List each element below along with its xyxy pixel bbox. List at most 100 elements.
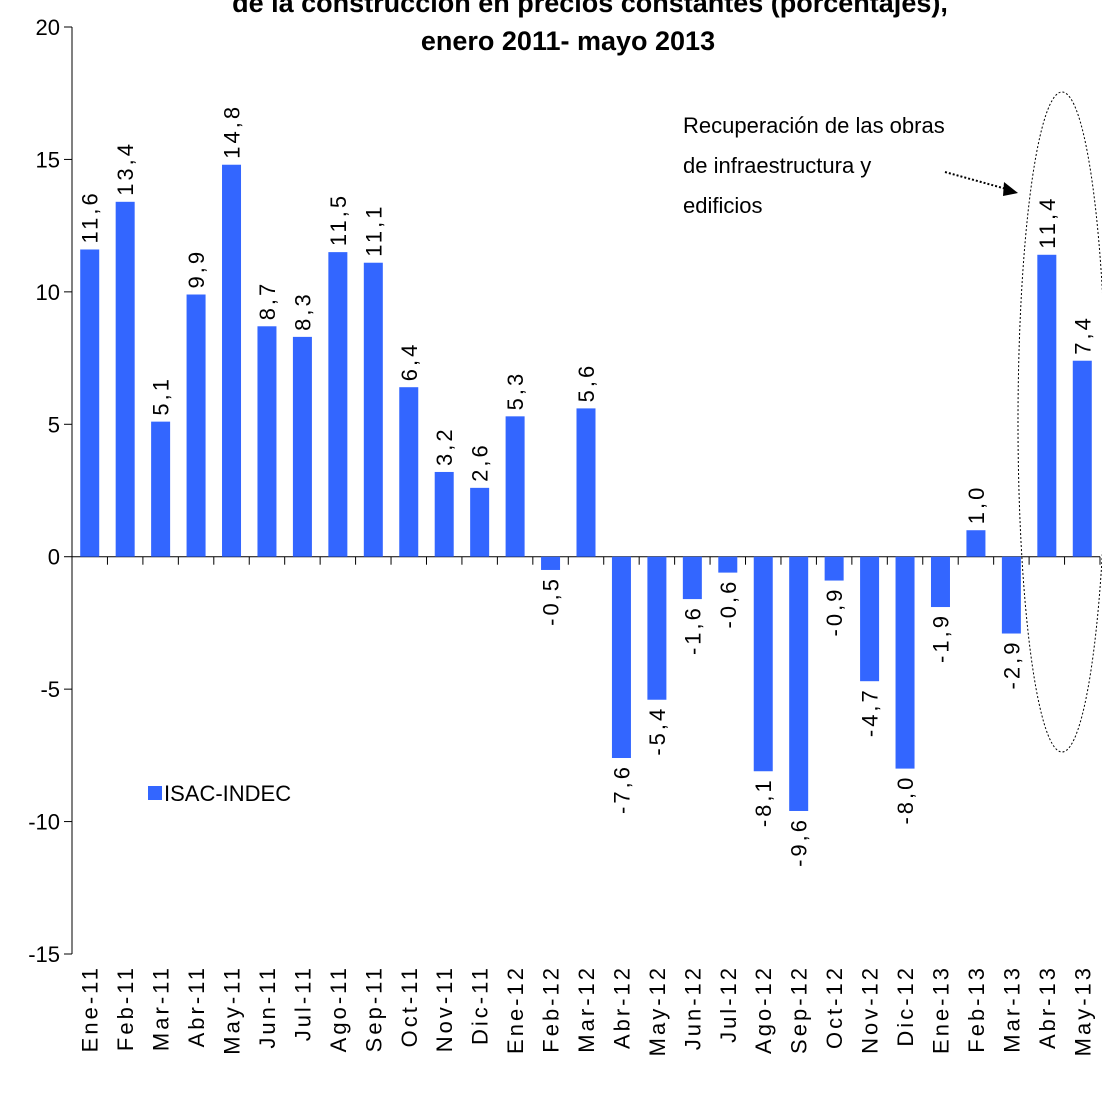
x-tick-label: Jun-11 xyxy=(255,965,280,1049)
value-label: 5,6 xyxy=(574,363,599,403)
value-label: 2,6 xyxy=(468,442,493,482)
y-tick-label: -15 xyxy=(28,942,60,967)
value-label: 11,5 xyxy=(326,193,351,246)
x-tick-label: Ago-11 xyxy=(326,965,351,1052)
x-tick-label: Oct-12 xyxy=(822,965,847,1049)
bar xyxy=(1037,254,1057,557)
y-tick-label: 10 xyxy=(36,280,60,305)
chart-title: enero 2011- mayo 2013 xyxy=(421,26,715,56)
y-tick-label: 0 xyxy=(48,545,60,570)
bar xyxy=(363,262,383,557)
legend-label: ISAC-INDEC xyxy=(164,781,291,806)
value-label: -0,6 xyxy=(716,579,741,629)
x-tick-label: Dic-12 xyxy=(893,965,918,1047)
x-tick-label: May-13 xyxy=(1070,965,1095,1056)
bar xyxy=(399,387,419,557)
y-tick-label: 20 xyxy=(36,15,60,40)
annotation-arrow xyxy=(944,171,1011,191)
value-label: -1,6 xyxy=(680,605,705,655)
bar xyxy=(292,336,312,557)
x-tick-label: Jun-12 xyxy=(680,965,705,1050)
x-tick-label: Abr-11 xyxy=(184,965,209,1047)
bar xyxy=(541,556,561,570)
annotation: Recuperación de las obras xyxy=(683,113,945,138)
value-label: 11,4 xyxy=(1035,196,1060,249)
bar xyxy=(151,421,171,557)
x-tick-label: Ago-12 xyxy=(751,965,776,1054)
y-tick-label: 15 xyxy=(36,147,60,172)
value-label: 8,7 xyxy=(255,281,280,321)
bar xyxy=(576,408,596,557)
x-tick-label: Mar-12 xyxy=(574,965,599,1053)
bar xyxy=(611,556,631,759)
annotation: edificios xyxy=(683,193,762,218)
bar xyxy=(718,556,738,573)
x-tick-label: Ene-13 xyxy=(928,965,953,1054)
bar xyxy=(930,556,950,608)
value-label: 5,1 xyxy=(149,376,174,416)
x-tick-label: Feb-11 xyxy=(113,965,138,1051)
bar xyxy=(505,416,525,557)
bar xyxy=(470,487,490,557)
x-tick-label: Abr-12 xyxy=(609,965,634,1049)
x-tick-label: May-12 xyxy=(645,965,670,1056)
bar xyxy=(80,249,100,557)
bar xyxy=(682,556,702,600)
bar xyxy=(895,556,915,769)
value-label: -1,9 xyxy=(928,613,953,663)
bar xyxy=(789,556,809,811)
y-tick-label: 5 xyxy=(48,412,60,437)
bar xyxy=(753,556,773,772)
x-tick-label: Sep-12 xyxy=(787,965,812,1054)
y-tick-label: -10 xyxy=(28,810,60,835)
y-tick-label: -5 xyxy=(40,677,60,702)
bar xyxy=(222,164,242,557)
value-label: 7,4 xyxy=(1070,315,1095,355)
chart-title: de la construcción en precios constantes… xyxy=(232,0,948,18)
value-label: 8,3 xyxy=(290,291,315,331)
value-label: 1,0 xyxy=(964,485,989,525)
bar xyxy=(1001,556,1021,634)
value-label: -0,5 xyxy=(539,576,564,626)
x-tick-label: Jul-11 xyxy=(290,965,315,1041)
highlight-ellipse xyxy=(1017,91,1102,753)
x-tick-label: Dic-11 xyxy=(468,965,493,1045)
value-label: 6,4 xyxy=(397,342,422,382)
x-tick-label: Mar-13 xyxy=(999,965,1024,1053)
bar xyxy=(824,556,844,581)
x-tick-label: Nov-11 xyxy=(432,965,457,1052)
bar xyxy=(186,294,206,557)
value-label: -0,9 xyxy=(822,587,847,637)
x-tick-label: Feb-13 xyxy=(964,965,989,1053)
value-label: 11,6 xyxy=(78,190,103,243)
value-label: -7,6 xyxy=(609,764,634,814)
x-tick-label: Ene-12 xyxy=(503,965,528,1054)
x-tick-label: Abr-13 xyxy=(1035,965,1060,1049)
annotation: de infraestructura y xyxy=(683,153,871,178)
value-label: 9,9 xyxy=(184,249,209,289)
value-label: 5,3 xyxy=(503,371,528,411)
x-tick-label: Jul-12 xyxy=(716,965,741,1043)
bar xyxy=(647,556,667,700)
x-tick-label: Feb-12 xyxy=(539,965,564,1053)
value-label: -8,1 xyxy=(751,777,776,827)
value-label: -8,0 xyxy=(893,775,918,825)
value-label: -4,7 xyxy=(858,687,883,737)
x-tick-label: Ene-11 xyxy=(78,965,103,1052)
x-tick-label: Oct-11 xyxy=(397,965,422,1047)
value-label: 11,1 xyxy=(361,204,386,257)
value-label: 13,4 xyxy=(113,141,138,196)
x-tick-label: Sep-11 xyxy=(361,965,386,1052)
value-label: -5,4 xyxy=(645,706,670,756)
bar xyxy=(328,252,348,557)
bar xyxy=(115,201,135,557)
value-label: 3,2 xyxy=(432,426,457,466)
value-label: 14,8 xyxy=(220,104,245,159)
x-tick-label: May-11 xyxy=(220,965,245,1055)
bar xyxy=(860,556,880,682)
arrow-head xyxy=(1003,182,1018,196)
bar xyxy=(1072,360,1092,557)
bar xyxy=(434,471,454,557)
x-tick-label: Mar-11 xyxy=(149,965,174,1051)
